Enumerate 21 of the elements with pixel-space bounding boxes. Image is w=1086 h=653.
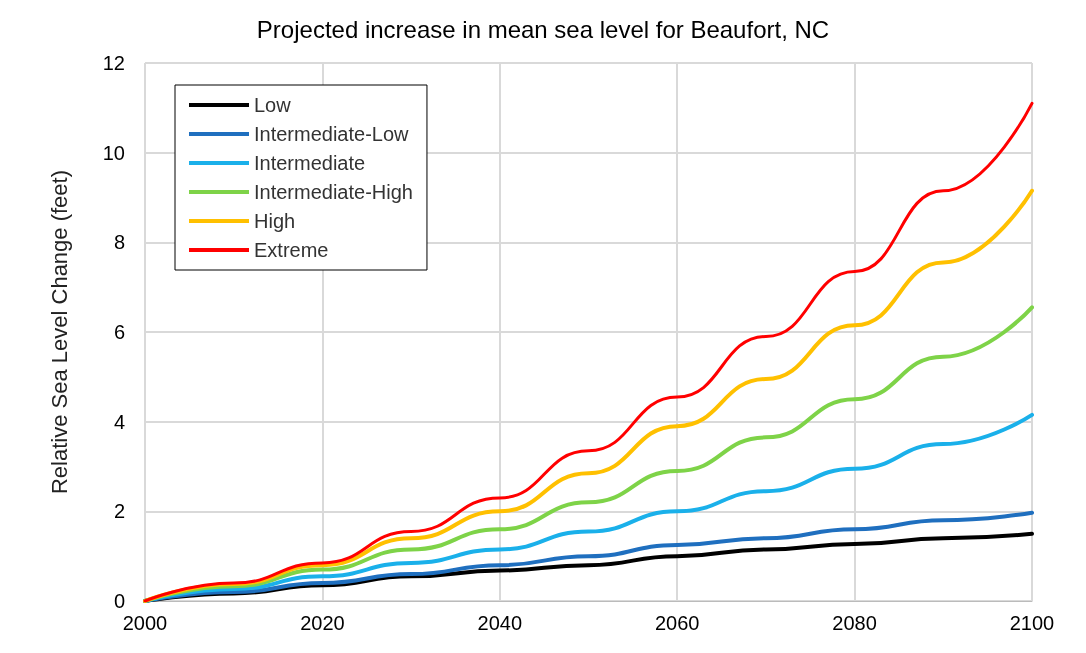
legend-label: Intermediate-Low bbox=[254, 123, 410, 145]
x-tick-label: 2000 bbox=[122, 612, 168, 634]
legend-label: Extreme bbox=[254, 239, 329, 261]
x-tick-label: 2100 bbox=[1009, 612, 1055, 634]
legend-label: High bbox=[254, 210, 296, 232]
y-axis-title: Relative Sea Level Change (feet) bbox=[46, 169, 72, 495]
x-tick-label: 2080 bbox=[832, 612, 877, 634]
chart-title: Projected increase in mean sea level for Beaufort, NC bbox=[256, 15, 830, 43]
x-tick-label: 2060 bbox=[654, 612, 700, 634]
y-tick-label: 8 bbox=[113, 231, 125, 254]
legend-label: Intermediate-High bbox=[254, 181, 413, 203]
y-tick-label: 6 bbox=[113, 321, 125, 343]
legend-label: Low bbox=[254, 94, 292, 116]
x-tick-label: 2020 bbox=[300, 612, 345, 634]
y-tick-label: 4 bbox=[113, 410, 125, 433]
y-tick-label: 2 bbox=[113, 500, 125, 523]
legend-label: Intermediate bbox=[254, 152, 366, 174]
y-tick-label: 10 bbox=[102, 141, 125, 164]
x-tick-label: 2040 bbox=[477, 612, 523, 634]
y-tick-label: 0 bbox=[113, 590, 125, 612]
y-tick-label: 12 bbox=[102, 52, 125, 74]
